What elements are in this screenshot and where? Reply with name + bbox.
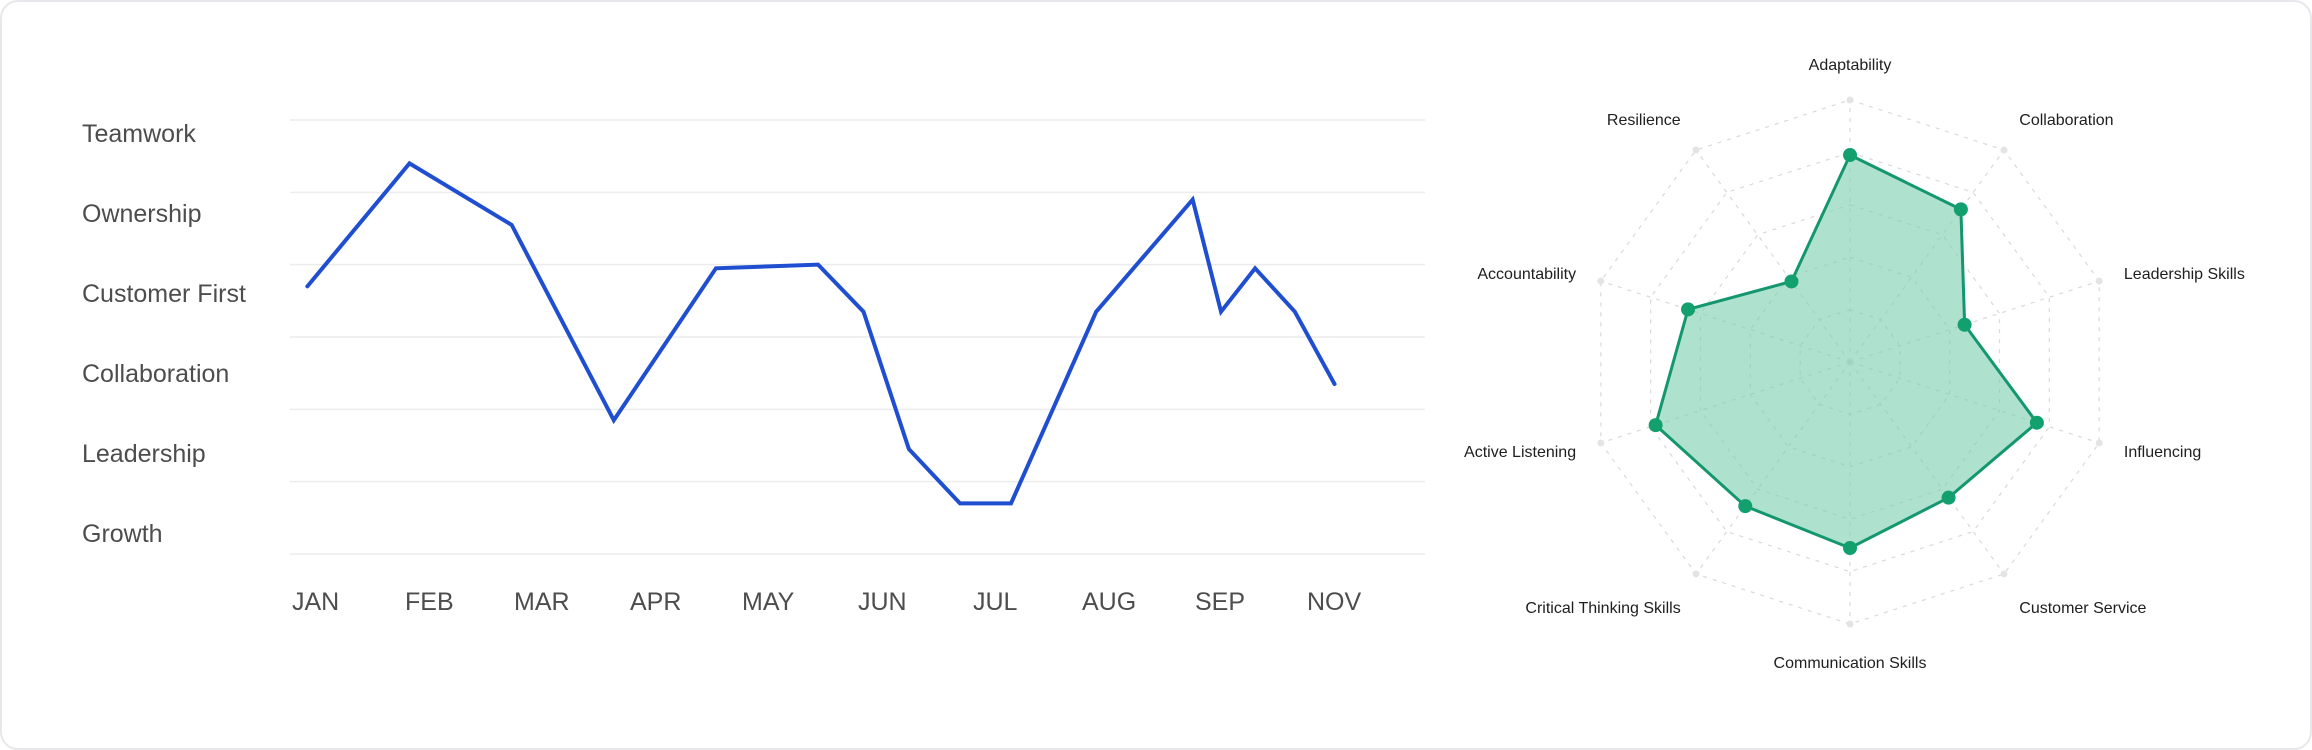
- line-y-axis-label: Ownership: [82, 200, 202, 228]
- radar-axis-label: Communication Skills: [1774, 655, 1927, 672]
- line-x-axis-label: APR: [630, 588, 681, 616]
- radar-data-point: [1953, 202, 1968, 217]
- radar-data-point: [1681, 302, 1696, 317]
- radar-data-point: [1738, 499, 1753, 514]
- line-y-axis-label: Collaboration: [82, 360, 229, 388]
- radar-data-point: [1941, 490, 1956, 505]
- radar-axis-label: Influencing: [2124, 444, 2201, 461]
- line-x-axis-label: SEP: [1195, 588, 1245, 616]
- radar-axis-end-dot: [1846, 620, 1854, 628]
- line-x-axis-label: JUL: [973, 588, 1018, 616]
- line-x-axis-label: MAR: [514, 588, 570, 616]
- line-chart-grid: [290, 119, 1425, 555]
- line-x-axis-label: JAN: [292, 588, 339, 616]
- radar-axis-end-dot: [1692, 146, 1700, 154]
- line-chart-x-labels: JAN FEB MAR APR MAY JUN JUL AUG SEP NOV: [292, 588, 1362, 616]
- radar-chart-labels: Adaptability Collaboration Leadership Skil…: [1464, 57, 2245, 672]
- radar-data-point: [1843, 148, 1857, 163]
- line-chart-series: [305, 160, 1337, 506]
- line-y-axis-label: Customer First: [82, 280, 246, 308]
- line-x-axis-label: FEB: [405, 588, 454, 616]
- line-x-axis-label: AUG: [1082, 588, 1136, 616]
- line-x-axis-label: NOV: [1307, 588, 1362, 616]
- radar-axis-label: Accountability: [1477, 266, 1576, 283]
- radar-data-point: [2029, 415, 2044, 430]
- radar-axis-label: Adaptability: [1809, 57, 1892, 74]
- radar-axis-label: Critical Thinking Skills: [1525, 600, 1680, 617]
- radar-axis-end-dot: [2000, 570, 2008, 578]
- radar-data-point: [1784, 274, 1799, 289]
- radar-axis-label: Collaboration: [2019, 112, 2113, 129]
- line-y-axis-label: Leadership: [82, 440, 206, 468]
- radar-data-point: [1648, 418, 1663, 433]
- radar-axis-label: Customer Service: [2019, 600, 2146, 617]
- radar-value-polygon: [1653, 152, 2039, 550]
- line-x-axis-label: MAY: [742, 588, 795, 616]
- line-chart: Teamwork Ownership Customer First Collabora…: [82, 119, 1425, 616]
- line-y-axis-label: Growth: [82, 520, 163, 548]
- radar-axis-label: Leadership Skills: [2124, 266, 2245, 283]
- line-series-path: [305, 160, 1337, 506]
- line-y-axis-label: Teamwork: [82, 120, 196, 148]
- radar-axis-label: Resilience: [1607, 112, 1681, 129]
- radar-data-point: [1957, 317, 1972, 332]
- line-x-axis-label: JUN: [858, 588, 907, 616]
- radar-axis-end-dot: [1597, 277, 1605, 285]
- radar-axis-end-dot: [1692, 570, 1700, 578]
- radar-axis-end-dot: [1846, 96, 1854, 104]
- radar-axis-label: Active Listening: [1464, 444, 1576, 461]
- radar-axis-end-dot: [2000, 146, 2008, 154]
- radar-axis-end-dot: [1597, 439, 1605, 447]
- radar-chart: Adaptability Collaboration Leadership Skil…: [1464, 57, 2245, 672]
- radar-chart-polygon: [1653, 152, 2039, 550]
- line-chart-y-labels: Teamwork Ownership Customer First Collabora…: [82, 120, 246, 548]
- radar-chart-points: [1648, 148, 2044, 556]
- radar-grid-ring: [1699, 204, 2001, 520]
- radar-axis-end-dot: [2095, 277, 2103, 285]
- radar-axis-end-dot: [2095, 439, 2103, 447]
- radar-data-point: [1843, 541, 1857, 556]
